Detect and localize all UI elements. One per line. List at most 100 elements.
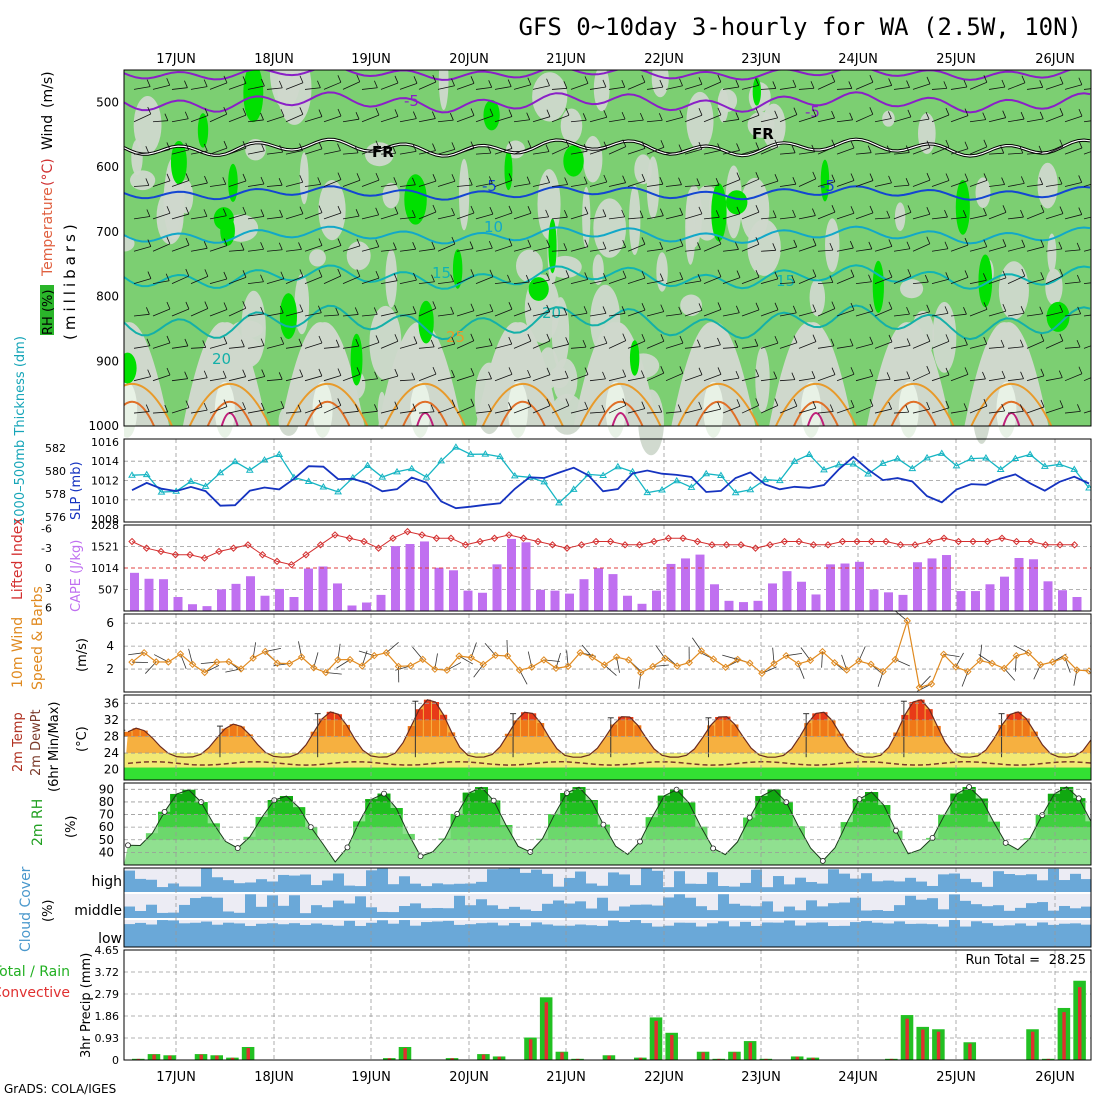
cloud-bar (1015, 875, 1026, 892)
cloud-bar (223, 880, 234, 892)
cloud-bar (938, 927, 949, 947)
cloud-bar (740, 906, 751, 918)
precip-conv-bar (403, 1048, 406, 1060)
cloud-bar (168, 920, 179, 947)
cloud-bar (245, 882, 256, 892)
bottom-date-label: 23JUN (741, 1070, 781, 1085)
precip-conv-bar (701, 1052, 704, 1060)
cloud-bar (553, 887, 564, 892)
cloud-bar (575, 901, 586, 918)
wind-tick: 2 (106, 662, 114, 676)
cloud-bar (421, 886, 432, 892)
cloud-bar (960, 927, 971, 947)
top-date-label: 23JUN (741, 52, 781, 67)
rh-marker (711, 846, 716, 851)
cloud-bar (1004, 925, 1015, 947)
rh-marker (967, 784, 972, 789)
cloud-bar (476, 882, 487, 892)
cloud-bar (344, 886, 355, 892)
precip-conv-bar (937, 1032, 940, 1060)
upper-label-temp-unit: (°C) (40, 158, 56, 186)
cloud-bar (993, 871, 1004, 892)
cape-bar (594, 568, 603, 611)
rh-moist-patch (504, 150, 512, 190)
cloud-bar (949, 920, 960, 947)
rh-dry-patch (582, 187, 590, 248)
rh-marker (455, 811, 460, 816)
cloud-bar (993, 926, 1004, 947)
rh-dry-patch (593, 198, 626, 257)
cloud-bar (971, 921, 982, 947)
cloud-bar (707, 872, 718, 892)
cloud-bar (487, 923, 498, 947)
top-date-label: 24JUN (838, 52, 878, 67)
cloud-bar (795, 926, 806, 947)
cape-bar (942, 555, 951, 611)
cloud-bar (916, 882, 927, 892)
cape-bar (406, 544, 415, 611)
li-tick: -6 (41, 522, 52, 535)
li-tick: -3 (41, 542, 52, 555)
cloud-bar (850, 879, 861, 892)
bottom-date-label: 24JUN (838, 1070, 878, 1085)
cloud-bar (696, 927, 707, 947)
thickness-tick: 582 (45, 442, 66, 455)
cloud-bar (652, 906, 663, 918)
contour-label: 15 (432, 264, 451, 282)
cloud-bar (927, 924, 938, 947)
cloud-bar (608, 872, 619, 892)
precip-conv-bar (215, 1056, 218, 1060)
temp-tick: 24 (104, 746, 119, 760)
cloud-bar (410, 903, 421, 918)
rh-marker (564, 791, 569, 796)
cape-bar (435, 568, 444, 611)
cloud-bar (817, 906, 828, 918)
cloud-bar (971, 882, 982, 892)
cloud-bar (575, 925, 586, 947)
cloud-bar (1081, 879, 1092, 892)
cloud-bar (872, 881, 883, 892)
cloud-bar (1059, 880, 1070, 892)
thickness-line (132, 447, 1089, 503)
wind-barb-flag (1096, 81, 1099, 88)
cloud-bar (564, 926, 575, 947)
cape-bar (652, 591, 661, 611)
temp-label-1: 2m Temp (11, 712, 26, 772)
cape-bar (1029, 559, 1038, 611)
cloud-bar (586, 909, 597, 918)
cape-bar (812, 594, 821, 611)
cloud-bar (355, 896, 366, 918)
cape-bar (551, 591, 560, 611)
cloud-bar (949, 894, 960, 918)
cape-bar (1073, 597, 1082, 611)
cape-bar (188, 604, 197, 611)
cape-bar (580, 579, 589, 611)
cloud-bar (179, 905, 190, 918)
cloud-bar (784, 921, 795, 947)
slp-tick: 1010 (91, 494, 119, 507)
cloud-bar (608, 911, 619, 918)
bottom-date-label: 22JUN (644, 1070, 684, 1085)
precip-conv-bar (199, 1055, 202, 1060)
rh-marker (235, 846, 240, 851)
cloud-bar (542, 924, 553, 947)
cloud-bar (597, 926, 608, 947)
cloud-bar (630, 905, 641, 918)
cloud-bar (432, 921, 443, 947)
cloud-bar (630, 920, 641, 947)
cape-bar (565, 594, 574, 611)
rh-moist-patch (243, 64, 263, 122)
upper-label-wind-unit: (m/s) (40, 71, 56, 108)
cloud-bar (300, 875, 311, 892)
wind-barb-flag (1096, 275, 1099, 282)
top-date-label: 19JUN (351, 52, 391, 67)
cape-bar (464, 591, 473, 611)
li-tick: 0 (45, 562, 52, 575)
cape-bar (232, 584, 241, 611)
cloud-bar (839, 926, 850, 947)
precip-conv-bar (654, 1021, 657, 1060)
cloud-bar (718, 894, 729, 918)
cape-bar (203, 606, 212, 611)
cloud-bar (872, 910, 883, 918)
